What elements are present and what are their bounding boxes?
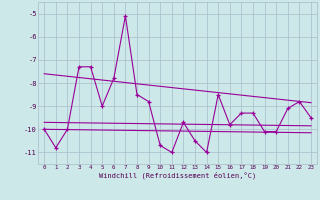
X-axis label: Windchill (Refroidissement éolien,°C): Windchill (Refroidissement éolien,°C) bbox=[99, 172, 256, 179]
